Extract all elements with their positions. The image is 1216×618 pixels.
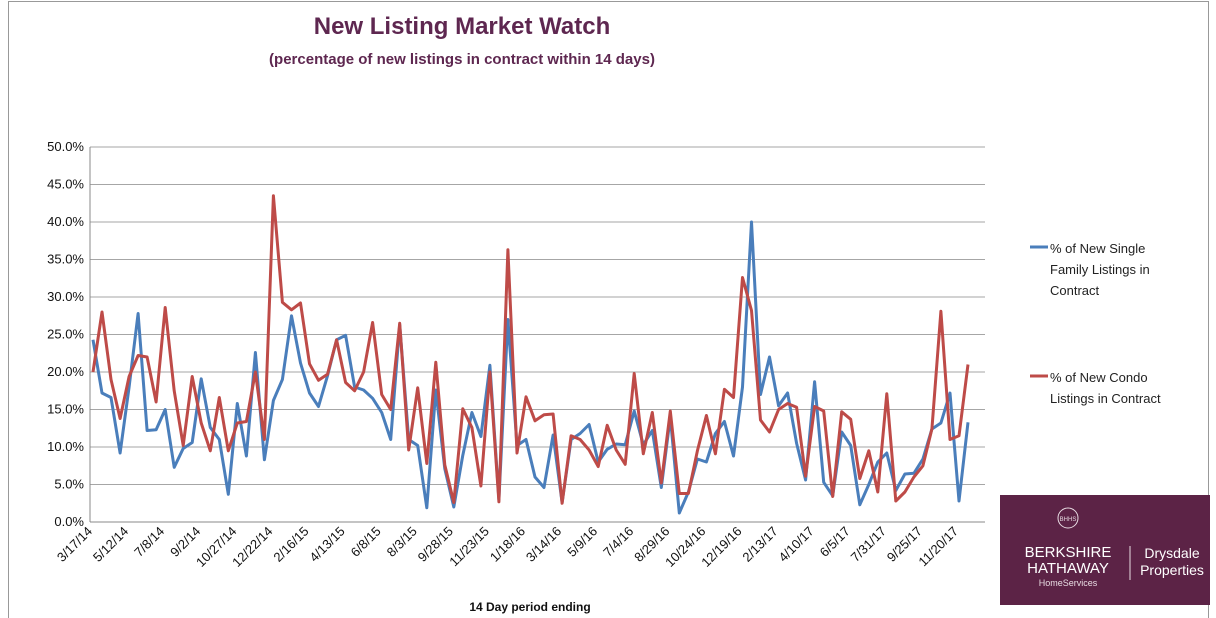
chart-subtitle: (percentage of new listings in contract … [269, 51, 655, 68]
x-tick-label: 3/14/16 [523, 524, 564, 565]
y-tick-label: 10.0% [47, 439, 84, 454]
x-tick-label: 11/23/15 [446, 524, 492, 570]
y-tick-label: 50.0% [47, 139, 84, 154]
x-tick-label: 3/17/14 [54, 524, 95, 565]
y-tick-label: 25.0% [47, 327, 84, 342]
logo-sub: HomeServices [1039, 578, 1098, 588]
logo-emblem-text: BHHS [1060, 517, 1077, 523]
chart-title: New Listing Market Watch [314, 13, 610, 40]
logo-brand: BERKSHIRE [1025, 544, 1112, 561]
logo-partner: Drysdale [1144, 545, 1199, 561]
y-tick-label: 35.0% [47, 252, 84, 267]
logo-brand: HATHAWAY [1027, 560, 1109, 577]
x-tick-label: 7/8/14 [131, 524, 167, 560]
x-tick-label: 4/10/17 [775, 524, 816, 565]
x-tick-label: 12/22/14 [229, 524, 275, 570]
x-tick-label: 2/16/15 [270, 524, 311, 565]
series-line [91, 220, 970, 515]
y-tick-label: 45.0% [47, 177, 84, 192]
x-tick-label: 12/19/16 [698, 524, 744, 570]
x-tick-label: 4/13/15 [306, 524, 347, 565]
x-tick-label: 6/8/15 [348, 524, 384, 560]
y-tick-label: 15.0% [47, 402, 84, 417]
series-line [91, 194, 970, 505]
legend-label: % of New Single Family Listings in Contr… [1050, 241, 1150, 298]
x-tick-label: 11/20/17 [915, 524, 961, 570]
y-tick-label: 0.0% [54, 514, 84, 529]
x-tick-label: 1/18/16 [487, 524, 528, 565]
y-tick-label: 20.0% [47, 364, 84, 379]
y-tick-label: 5.0% [54, 477, 84, 492]
x-axis-label: 14 Day period ending [469, 600, 590, 614]
y-tick-label: 30.0% [47, 289, 84, 304]
logo-box [1000, 495, 1210, 605]
frame [8, 1, 1209, 618]
y-tick-label: 40.0% [47, 214, 84, 229]
logo: BHHS BERKSHIRE HATHAWAY HomeServices Dry… [1000, 495, 1210, 605]
x-tick-label: 5/12/14 [90, 524, 131, 565]
logo-partner: Properties [1140, 562, 1204, 578]
x-tick-label: 5/9/16 [564, 524, 600, 560]
x-tick-label: 2/13/17 [739, 524, 780, 565]
legend-label: % of New Condo Listings in Contract [1050, 370, 1161, 406]
logo-emblem [1057, 507, 1079, 529]
x-tick-label: 7/31/17 [848, 524, 889, 565]
